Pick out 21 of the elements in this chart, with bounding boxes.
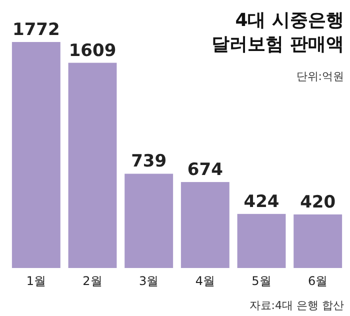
- x-tick-label: 4월: [195, 274, 215, 288]
- x-tick-label: 2월: [82, 274, 102, 288]
- data-label: 1772: [12, 20, 60, 40]
- bar: [180, 182, 230, 268]
- x-tick-label: 3월: [139, 274, 159, 288]
- data-label: 1609: [68, 40, 116, 61]
- bar: [294, 214, 342, 268]
- bar: [237, 214, 286, 268]
- data-label: 420: [300, 192, 336, 212]
- data-label: 739: [131, 152, 167, 172]
- chart-title: 4대 시중은행 달러보험 판매액: [212, 10, 344, 55]
- text: 자료:4대 은행 합산: [249, 299, 344, 312]
- x-tick-label: 5월: [252, 274, 272, 288]
- annotation: 단위:억원: [296, 70, 344, 83]
- data-label: 674: [187, 160, 224, 180]
- x-tick-label: 1월: [26, 274, 46, 288]
- bar: [68, 62, 117, 268]
- x-tick-label: 6월: [308, 274, 328, 288]
- bar: [12, 42, 60, 268]
- data-label: 424: [244, 192, 280, 212]
- bar: [124, 174, 174, 268]
